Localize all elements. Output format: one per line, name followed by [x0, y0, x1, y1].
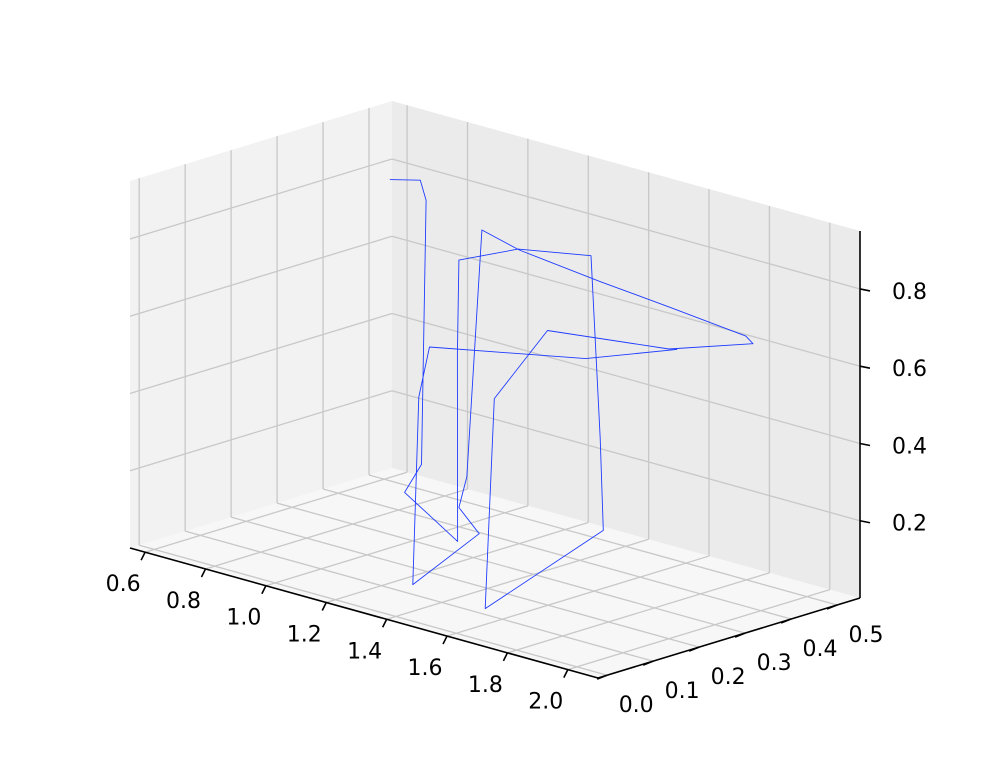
- z-tick-label: 0.8: [892, 280, 927, 305]
- y-tick-mark: [688, 646, 700, 652]
- z-tick-label: 0.2: [892, 512, 927, 537]
- x-tick-label: 1.2: [287, 623, 322, 648]
- grid-line: [129, 312, 393, 395]
- y-tick-mark: [734, 632, 746, 638]
- grid-line: [507, 572, 770, 654]
- x-tick-label: 2.0: [528, 690, 563, 715]
- y-tick-label: 0.1: [665, 679, 700, 704]
- y-tick-label: 0.4: [803, 637, 838, 662]
- y-tick-label: 0.3: [757, 651, 792, 676]
- z-tick-mark: [859, 365, 871, 369]
- chart-axes: [129, 231, 861, 679]
- y-axis-line: [597, 597, 861, 679]
- chart-series-layer: [389, 179, 754, 610]
- series-trajectory-line: [389, 179, 754, 610]
- y-tick-mark: [642, 660, 654, 666]
- grid-line: [322, 488, 792, 620]
- z-tick-mark: [859, 288, 871, 292]
- x-tick-mark: [381, 618, 388, 628]
- grid-line: [368, 474, 838, 606]
- grid-line: [230, 516, 700, 648]
- x-tick-label: 1.4: [347, 639, 382, 664]
- x-tick-mark: [200, 568, 207, 578]
- x-axis-line: [129, 547, 599, 679]
- grid-line: [326, 521, 589, 604]
- chart-grid: [129, 105, 861, 676]
- grid-line: [446, 555, 710, 637]
- grid-line: [391, 158, 861, 290]
- x-tick-mark: [563, 669, 569, 678]
- x-tick-label: 1.8: [468, 673, 503, 698]
- x-tick-label: 1.6: [408, 656, 443, 681]
- y-tick-label: 0.5: [849, 623, 884, 648]
- x-tick-label: 0.6: [106, 572, 141, 597]
- grid-line: [567, 588, 830, 671]
- grid-line: [129, 235, 393, 317]
- x-tick-mark: [442, 635, 448, 645]
- grid-line: [391, 312, 861, 445]
- back-wall-pane: [392, 101, 860, 598]
- z-tick-label: 0.6: [892, 357, 927, 382]
- z-tick-mark: [859, 442, 871, 447]
- left-wall-pane: [130, 101, 392, 548]
- z-tick-mark: [859, 519, 871, 524]
- grid-line: [265, 505, 529, 587]
- chart-panes: [130, 101, 860, 678]
- z-tick-label: 0.4: [892, 434, 927, 459]
- grid-line: [276, 502, 746, 634]
- x-tick-mark: [140, 551, 146, 561]
- chart-ticks: 0.6 0.8 1.0 1.2 1.4 1.6 1.8 2.0 0.0 0.1 0.2 0.3 0.4 0…: [106, 280, 927, 718]
- x-tick-mark: [261, 585, 267, 595]
- y-tick-mark: [780, 618, 792, 624]
- y-tick-mark: [826, 604, 838, 610]
- y-tick-mark: [596, 674, 608, 680]
- floor-pane: [130, 468, 860, 678]
- y-tick-label: 0.2: [711, 665, 746, 690]
- grid-line: [386, 538, 649, 620]
- grid-line: [139, 544, 608, 676]
- grid-line: [391, 390, 861, 522]
- y-tick-label: 0.0: [619, 693, 654, 718]
- x-tick-mark: [321, 602, 327, 611]
- grid-line: [184, 530, 654, 662]
- x-tick-label: 1.0: [226, 606, 261, 631]
- grid-line: [144, 471, 408, 553]
- x-tick-label: 0.8: [166, 589, 201, 614]
- x-tick-mark: [502, 652, 509, 662]
- grid-line: [129, 390, 393, 472]
- grid-line: [129, 158, 393, 240]
- grid-line: [205, 488, 468, 570]
